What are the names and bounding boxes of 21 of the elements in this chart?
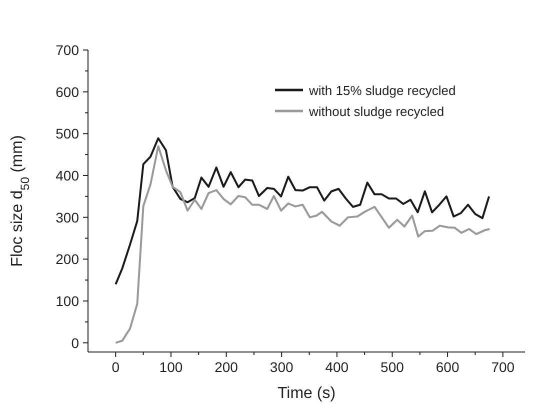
x-tick-label: 100 <box>159 359 183 375</box>
y-tick-label: 100 <box>56 292 80 309</box>
line-series <box>114 137 490 286</box>
y-tick-label: 0 <box>71 334 80 351</box>
legend-label: with 15% sludge recycled <box>308 83 456 98</box>
legend-label: without sludge recycled <box>308 104 444 119</box>
y-tick-label: 700 <box>56 42 80 58</box>
x-tick-label: 300 <box>270 359 294 375</box>
x-tick-label: 400 <box>325 359 349 375</box>
y-tick-label: 400 <box>56 167 80 184</box>
y-tick-label: 500 <box>56 126 80 142</box>
line-series <box>114 145 491 344</box>
y-tick-label: 200 <box>56 251 80 268</box>
y-tick-label: 600 <box>56 84 80 100</box>
x-tick-label: 600 <box>436 359 460 375</box>
x-tick-label: 200 <box>214 359 238 375</box>
x-axis-title: Time (s) <box>277 385 336 402</box>
y-tick-label: 300 <box>56 209 80 226</box>
x-tick-label: 500 <box>380 359 404 375</box>
x-tick-label: 700 <box>491 359 515 375</box>
x-tick-label: 0 <box>112 359 120 375</box>
